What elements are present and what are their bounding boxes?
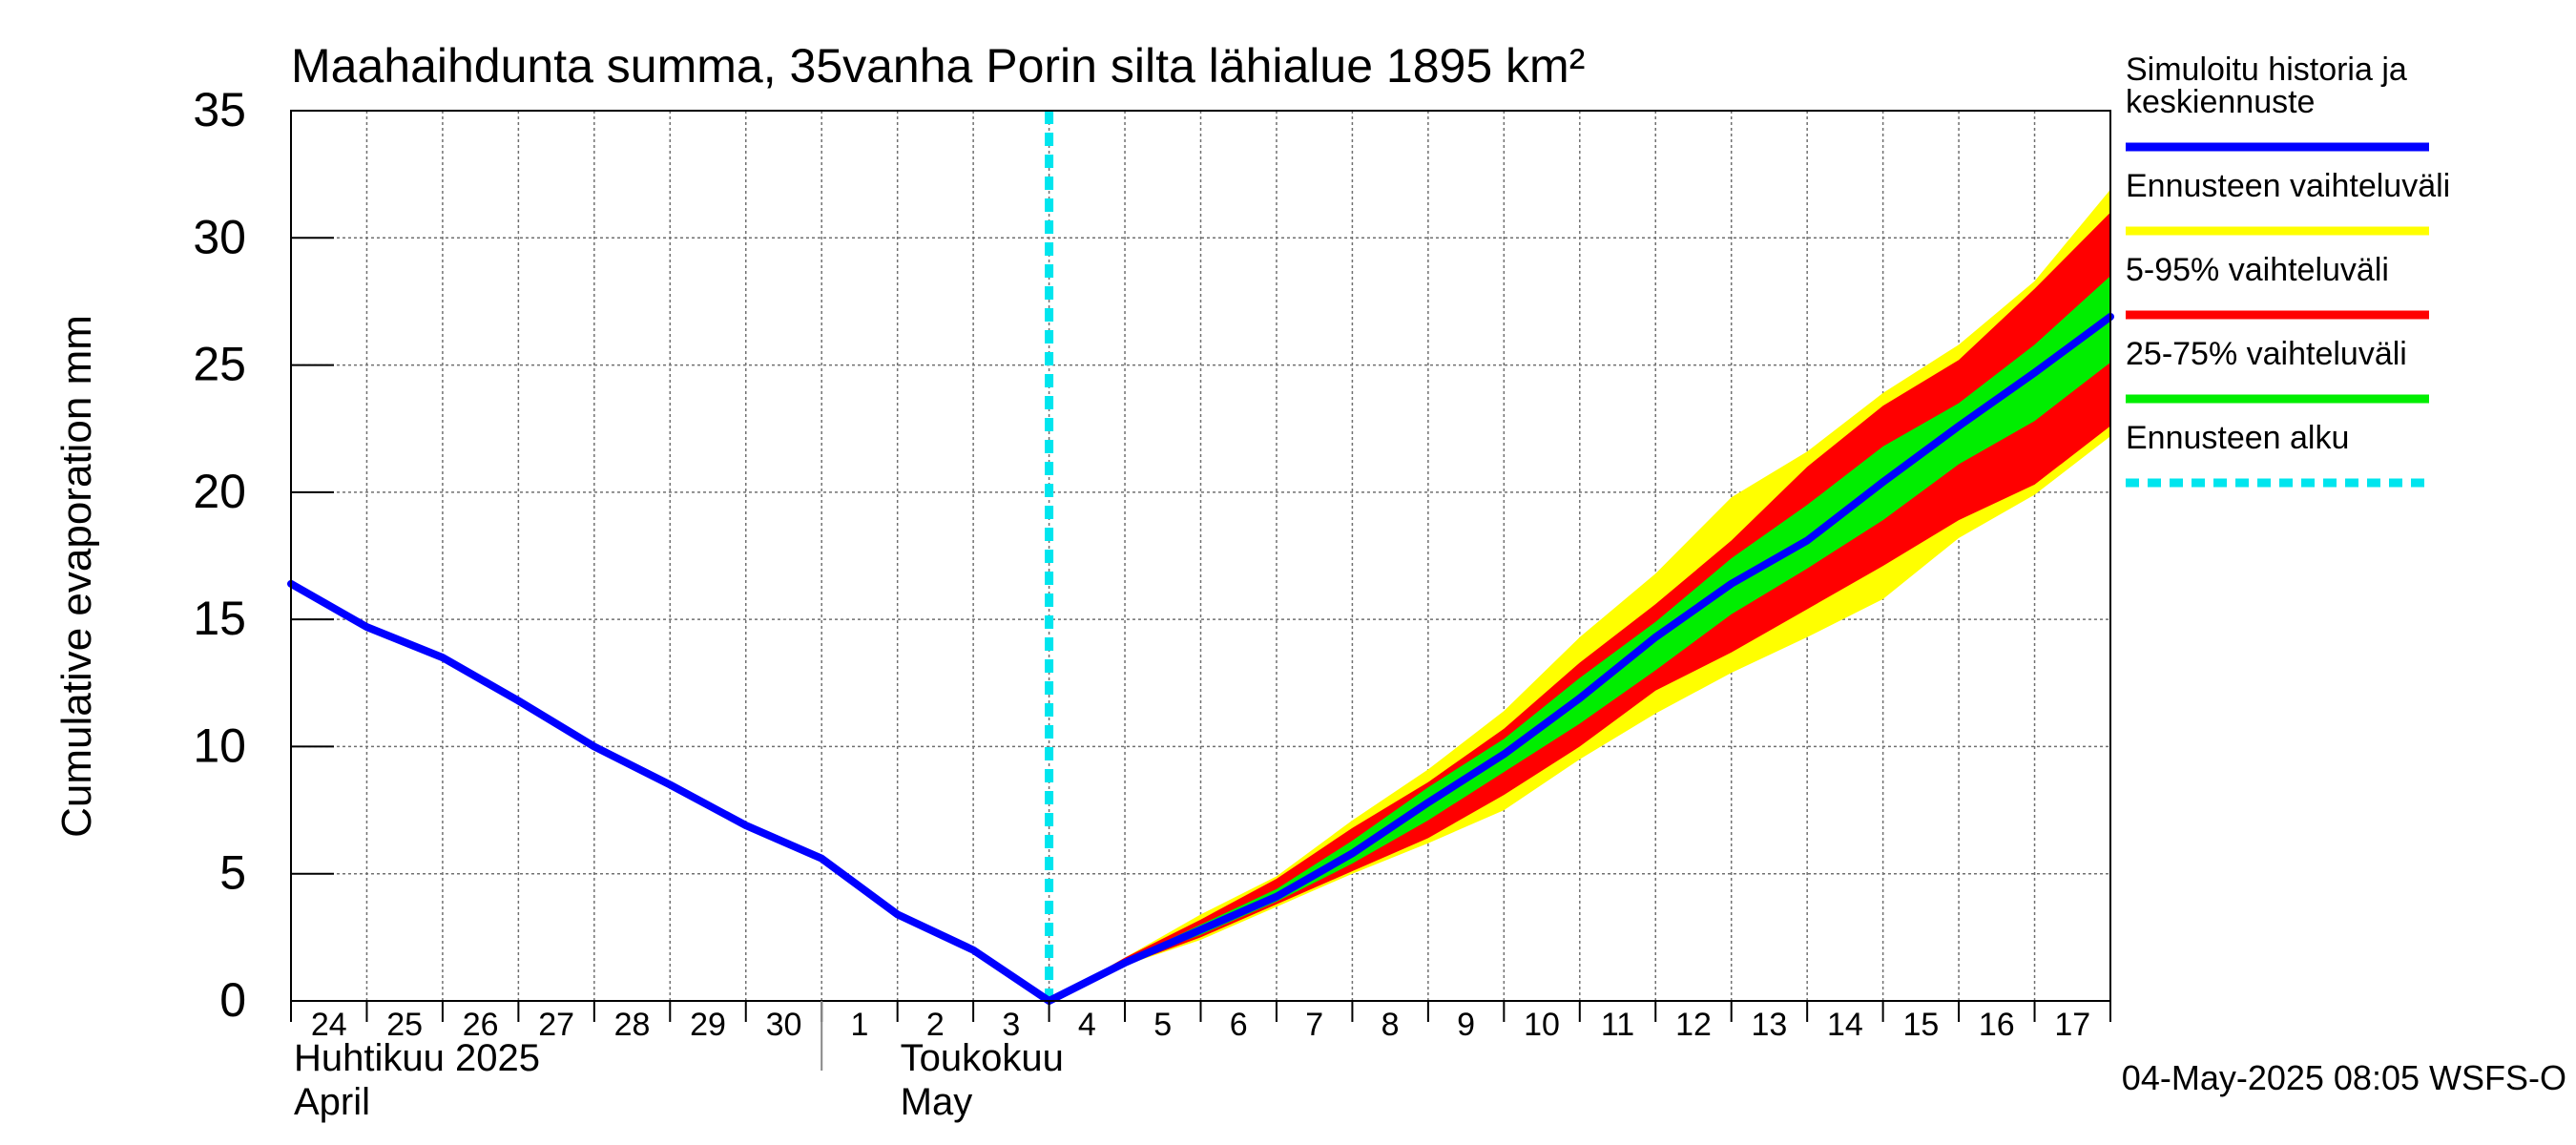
x-tick-label: 13	[1752, 1007, 1788, 1043]
y-axis-label: Cumulative evaporation mm	[53, 315, 100, 838]
month-label-english: May	[901, 1081, 973, 1123]
y-tick-label: 15	[193, 592, 246, 645]
x-tick-label: 11	[1601, 1007, 1634, 1043]
legend-label: Ennusteen alku	[2126, 420, 2349, 456]
legend-label: Simuloitu historia ja	[2126, 52, 2407, 88]
legend-label: 25-75% vaihteluväli	[2126, 336, 2407, 372]
legend-item-5: Ennusteen alku	[2126, 420, 2429, 488]
y-tick-label: 0	[219, 973, 246, 1027]
month-label-primary: Toukokuu	[901, 1037, 1064, 1079]
x-tick-label: 17	[2054, 1007, 2090, 1043]
x-tick-label: 2	[926, 1007, 945, 1043]
y-tick-label: 10	[193, 718, 246, 772]
y-tick-label: 25	[193, 338, 246, 391]
x-tick-label: 3	[1002, 1007, 1020, 1043]
x-tick-label: 10	[1524, 1007, 1560, 1043]
legend-item-3: 5-95% vaihteluväli	[2126, 252, 2429, 320]
x-tick-label: 30	[766, 1007, 802, 1043]
month-label-english: April	[294, 1081, 370, 1123]
legend-label: Ennusteen vaihteluväli	[2126, 168, 2450, 204]
x-tick-label: 27	[538, 1007, 574, 1043]
series-line-0	[287, 312, 2114, 1005]
x-tick-label: 7	[1305, 1007, 1323, 1043]
x-tick-label: 26	[463, 1007, 499, 1043]
y-tick-label: 5	[219, 846, 246, 900]
x-tick-label: 24	[311, 1007, 347, 1043]
x-tick-label: 28	[614, 1007, 651, 1043]
y-tick-label: 30	[193, 210, 246, 263]
x-tick-label: 12	[1675, 1007, 1712, 1043]
legend-item-4: 25-75% vaihteluväli	[2126, 336, 2429, 404]
x-tick-label: 14	[1827, 1007, 1863, 1043]
x-tick-label: 25	[386, 1007, 423, 1043]
timestamp: 04-May-2025 08:05 WSFS-O	[2122, 1058, 2566, 1097]
x-tick-label: 6	[1230, 1007, 1248, 1043]
y-tick-label: 35	[193, 83, 246, 136]
legend-label: 5-95% vaihteluväli	[2126, 252, 2389, 288]
x-tick-label: 29	[690, 1007, 726, 1043]
x-tick-label: 15	[1902, 1007, 1939, 1043]
legend-item-2: Ennusteen vaihteluväli	[2126, 168, 2450, 236]
x-tick-label: 9	[1457, 1007, 1475, 1043]
month-label-primary: Huhtikuu 2025	[294, 1037, 540, 1079]
x-tick-label: 8	[1381, 1007, 1400, 1043]
x-tick-label: 4	[1078, 1007, 1096, 1043]
x-tick-label: 5	[1153, 1007, 1172, 1043]
y-tick-labels: 0 5 10 15 20 25 30 35	[193, 83, 334, 1027]
x-tick-label: 16	[1979, 1007, 2015, 1043]
chart-title: Maahaihdunta summa, 35vanha Porin silta …	[291, 39, 1585, 93]
legend-label: keskiennuste	[2126, 84, 2315, 120]
x-tick-labels: 24 25 26 27 28 29 30 1 2 3 4 5 6 7 8 9 10 11 12 13 14 15 16 17	[290, 1001, 2111, 1043]
y-tick-label: 20	[193, 465, 246, 518]
x-tick-label: 1	[850, 1007, 868, 1043]
series-lines	[287, 111, 2114, 1005]
